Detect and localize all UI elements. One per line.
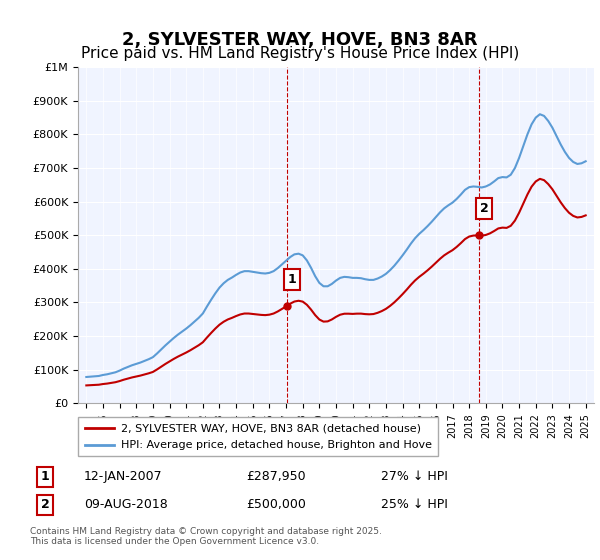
Text: 2: 2 (41, 498, 50, 511)
Text: 2, SYLVESTER WAY, HOVE, BN3 8AR (detached house): 2, SYLVESTER WAY, HOVE, BN3 8AR (detache… (121, 423, 421, 433)
Text: 2: 2 (480, 202, 488, 215)
Text: 1: 1 (41, 470, 50, 483)
Text: 09-AUG-2018: 09-AUG-2018 (84, 498, 168, 511)
Text: Contains HM Land Registry data © Crown copyright and database right 2025.
This d: Contains HM Land Registry data © Crown c… (30, 526, 382, 546)
Text: 25% ↓ HPI: 25% ↓ HPI (381, 498, 448, 511)
Text: 12-JAN-2007: 12-JAN-2007 (84, 470, 163, 483)
Text: 2, SYLVESTER WAY, HOVE, BN3 8AR: 2, SYLVESTER WAY, HOVE, BN3 8AR (122, 31, 478, 49)
FancyBboxPatch shape (78, 417, 438, 456)
Text: 27% ↓ HPI: 27% ↓ HPI (381, 470, 448, 483)
Text: Price paid vs. HM Land Registry's House Price Index (HPI): Price paid vs. HM Land Registry's House … (81, 46, 519, 61)
Text: HPI: Average price, detached house, Brighton and Hove: HPI: Average price, detached house, Brig… (121, 440, 432, 450)
Text: £500,000: £500,000 (246, 498, 306, 511)
Text: 1: 1 (287, 273, 296, 286)
Text: £287,950: £287,950 (246, 470, 305, 483)
